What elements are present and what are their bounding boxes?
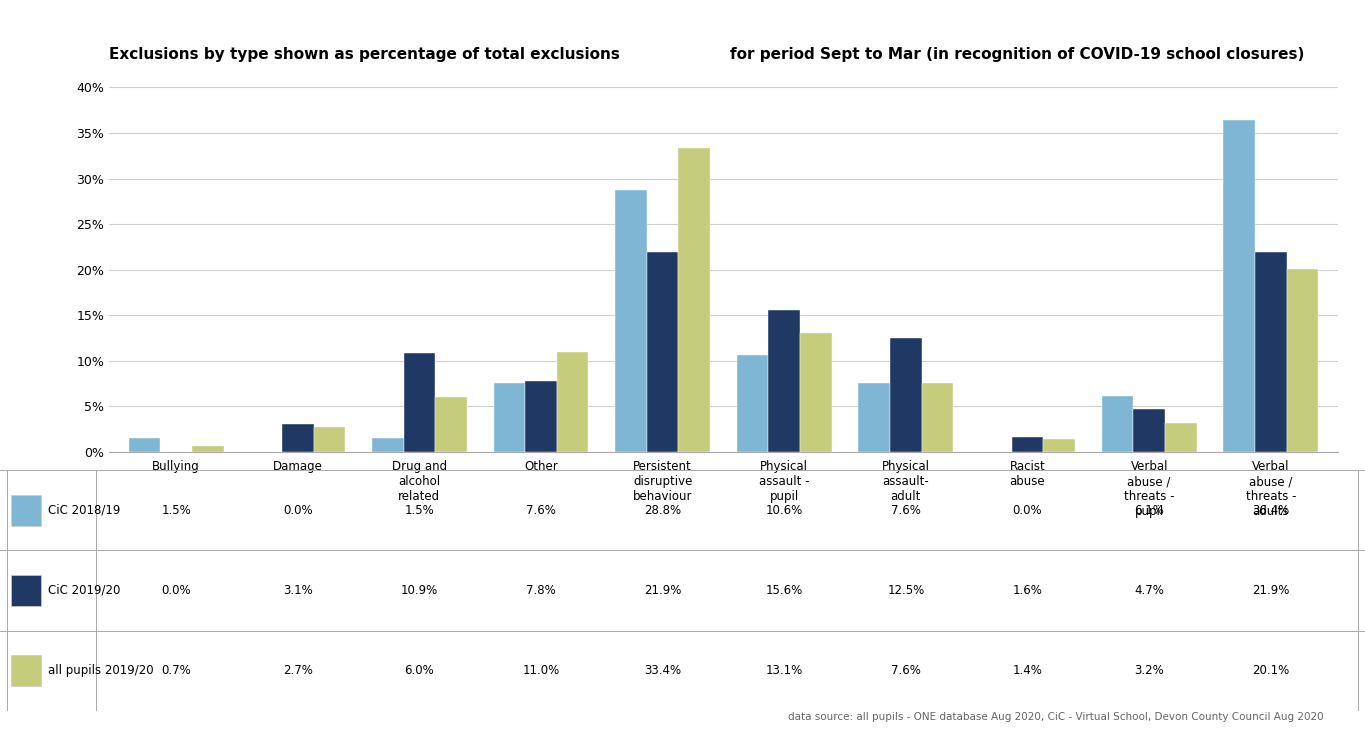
Text: 28.8%: 28.8% (644, 504, 681, 517)
Bar (435, 397, 467, 452)
Bar (800, 332, 831, 452)
Bar (859, 383, 890, 452)
Text: 13.1%: 13.1% (766, 664, 803, 677)
Text: 12.5%: 12.5% (887, 584, 924, 597)
Bar (11, 575, 41, 606)
Bar (1287, 269, 1319, 452)
Bar (921, 383, 953, 452)
Bar (737, 356, 768, 452)
Text: 0.7%: 0.7% (161, 664, 191, 677)
Text: 1.5%: 1.5% (161, 504, 191, 517)
Text: 7.8%: 7.8% (526, 584, 556, 597)
Text: 11.0%: 11.0% (523, 664, 560, 677)
Text: 15.6%: 15.6% (766, 584, 803, 597)
Text: 0.0%: 0.0% (283, 504, 313, 517)
Bar (1133, 409, 1164, 452)
Bar (557, 352, 588, 452)
Text: Exclusions by type shown as percentage of total exclusions: Exclusions by type shown as percentage o… (109, 47, 620, 62)
Bar (283, 424, 314, 452)
Text: 10.9%: 10.9% (401, 584, 438, 597)
Text: 10.6%: 10.6% (766, 504, 803, 517)
Text: 36.4%: 36.4% (1252, 504, 1290, 517)
Text: CiC 2018/19: CiC 2018/19 (48, 504, 120, 517)
Bar (11, 655, 41, 686)
Bar (192, 445, 224, 452)
Bar (1254, 252, 1287, 452)
Text: 7.6%: 7.6% (526, 504, 556, 517)
Bar (1011, 437, 1043, 452)
Text: 7.6%: 7.6% (891, 664, 921, 677)
Text: 7.6%: 7.6% (891, 504, 921, 517)
Bar (678, 147, 710, 452)
Text: 0.0%: 0.0% (1013, 504, 1043, 517)
Text: 21.9%: 21.9% (1252, 584, 1290, 597)
Bar (1223, 120, 1254, 452)
Text: 1.4%: 1.4% (1013, 664, 1043, 677)
Bar (371, 438, 404, 452)
Text: 21.9%: 21.9% (644, 584, 681, 597)
Bar (128, 438, 160, 452)
Text: 2.7%: 2.7% (283, 664, 313, 677)
Text: 0.0%: 0.0% (161, 584, 191, 597)
Bar (314, 427, 345, 452)
Bar (1102, 397, 1133, 452)
Bar (1164, 423, 1197, 452)
Bar (768, 310, 800, 452)
Text: 1.6%: 1.6% (1013, 584, 1043, 597)
Text: 6.0%: 6.0% (404, 664, 434, 677)
Text: 6.1%: 6.1% (1134, 504, 1164, 517)
Bar (647, 252, 678, 452)
Bar (11, 495, 41, 526)
Text: 3.1%: 3.1% (283, 584, 313, 597)
Text: 33.4%: 33.4% (644, 664, 681, 677)
Text: all pupils 2019/20: all pupils 2019/20 (48, 664, 153, 677)
Bar (890, 338, 921, 452)
Text: CiC 2019/20: CiC 2019/20 (48, 584, 120, 597)
Text: 3.2%: 3.2% (1134, 664, 1164, 677)
Bar (616, 190, 647, 452)
Text: 20.1%: 20.1% (1252, 664, 1290, 677)
Text: 1.5%: 1.5% (404, 504, 434, 517)
Text: data source: all pupils - ONE database Aug 2020, CiC - Virtual School, Devon Cou: data source: all pupils - ONE database A… (789, 712, 1324, 722)
Text: for period Sept to Mar (in recognition of COVID-19 school closures): for period Sept to Mar (in recognition o… (730, 47, 1305, 62)
Bar (404, 353, 435, 452)
Bar (526, 381, 557, 452)
Text: 4.7%: 4.7% (1134, 584, 1164, 597)
Bar (494, 383, 526, 452)
Bar (1043, 439, 1076, 452)
